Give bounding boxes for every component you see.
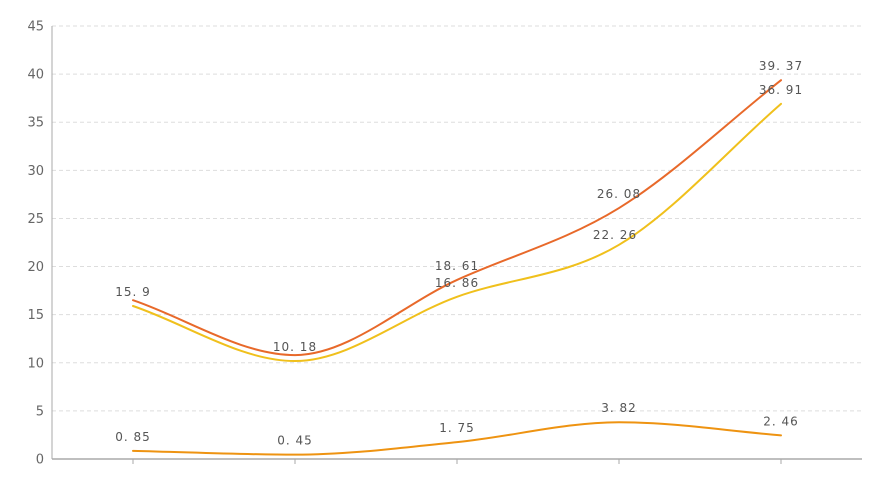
series-1-data-label-2: 16. 86: [435, 276, 479, 290]
y-tick-label-45: 45: [27, 20, 44, 35]
y-tick-label-0: 0: [36, 453, 44, 468]
grid-layer: [52, 25, 862, 412]
series-1-data-label-3: 22. 26: [593, 228, 637, 242]
y-tick-label-15: 15: [27, 308, 44, 323]
y-tick-label-40: 40: [27, 68, 44, 83]
label-layer: 18. 61 26. 08 39. 37 15. 9 10. 18 16. 86 22. 2…: [115, 59, 803, 448]
series-1-data-label-0: 15. 9: [115, 285, 151, 299]
series-2-data-label-1: 0. 45: [277, 434, 313, 448]
series-2-data-label-2: 1. 75: [439, 421, 475, 435]
y-tick-label-30: 30: [27, 164, 44, 179]
series-line-2: [132, 421, 782, 456]
y-tick-label-20: 20: [27, 260, 44, 275]
series-0-data-label-4: 39. 37: [759, 59, 803, 73]
y-tick-label-35: 35: [27, 116, 44, 131]
y-tick-label-10: 10: [27, 356, 44, 371]
series-1-data-label-1: 10. 18: [273, 340, 317, 354]
series-0-data-label-3: 26. 08: [597, 187, 641, 201]
series-line-1: [132, 102, 782, 363]
y-tick-label-25: 25: [27, 212, 44, 227]
series-layer: [132, 79, 782, 456]
series-0-data-label-2: 18. 61: [435, 259, 479, 273]
y-tick-label-5: 5: [36, 404, 44, 419]
series-line-0: [132, 79, 782, 357]
series-2-data-label-4: 2. 46: [763, 414, 799, 428]
series-1-data-label-4: 36. 91: [759, 83, 803, 97]
axis-layer: 0 5 10 15 20 25 30 35 40 45: [27, 20, 862, 468]
series-2-data-label-3: 3. 82: [601, 401, 637, 415]
series-2-data-label-0: 0. 85: [115, 430, 151, 444]
